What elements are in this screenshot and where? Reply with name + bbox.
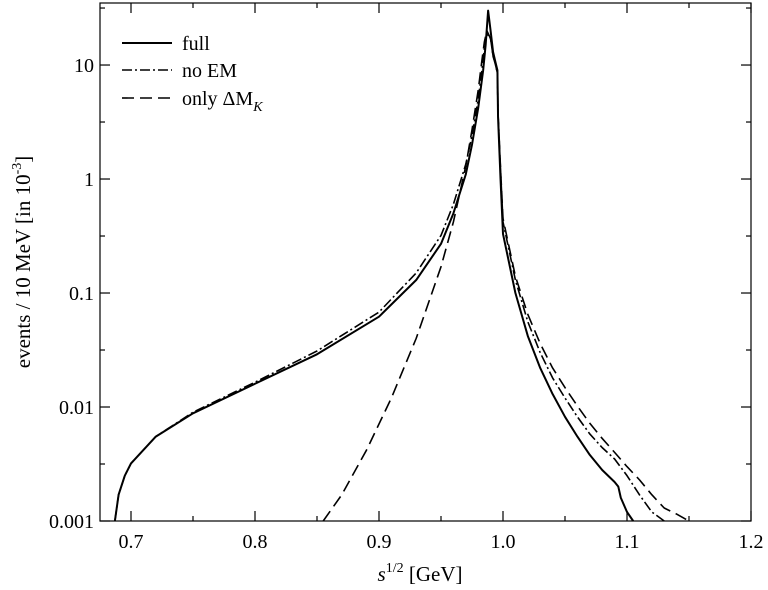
- y-tick-label: 0.1: [69, 283, 94, 305]
- y-axis-label: events / 10 MeV [in 10-3]: [10, 156, 35, 369]
- y-tick-label: 0.001: [49, 511, 94, 533]
- x-tick-label: 1.2: [739, 531, 764, 553]
- x-axis-label: s1/2 [GeV]: [378, 561, 463, 586]
- y-tick-label: 0.01: [59, 397, 94, 419]
- legend-label-no-em: no EM: [182, 60, 237, 82]
- plot-frame: [99, 2, 752, 522]
- x-tick-label: 0.7: [119, 531, 144, 553]
- legend: full no EM only ΔMK: [122, 33, 263, 115]
- x-tick-label: 0.8: [243, 531, 268, 553]
- axis-ticks: [100, 3, 752, 522]
- x-tick-label: 1.1: [615, 531, 640, 553]
- legend-label-only-dmk: only ΔMK: [182, 88, 263, 115]
- x-tick-label: 1.0: [491, 531, 516, 553]
- legend-label-full: full: [182, 33, 210, 55]
- tick-labels: 0.7 0.8 0.9 1.0 1.1 1.2 0.001 0.01 0.1 1 10: [49, 55, 764, 553]
- series-line-full: [113, 9, 635, 522]
- series-line-only-dmk: [322, 29, 690, 522]
- x-tick-label: 0.9: [367, 531, 392, 553]
- y-tick-label: 10: [74, 55, 94, 77]
- plot-lines: [113, 9, 690, 522]
- series-line-no-em: [114, 32, 665, 522]
- y-tick-label: 1: [84, 169, 94, 191]
